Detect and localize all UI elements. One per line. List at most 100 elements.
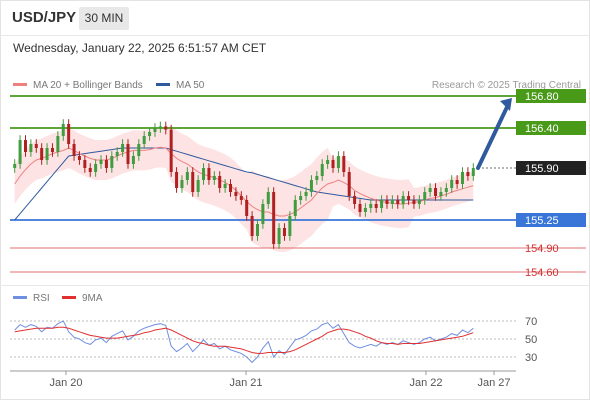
ma50-swatch-icon bbox=[156, 82, 170, 86]
candle-body bbox=[255, 224, 259, 236]
candle-body bbox=[40, 148, 44, 160]
rsi-tick-label: 70 bbox=[525, 316, 537, 328]
candle-body bbox=[250, 216, 254, 236]
candle-body bbox=[239, 196, 243, 200]
timeframe-badge[interactable]: 30 MIN bbox=[79, 7, 129, 30]
candle-body bbox=[407, 196, 411, 200]
ma20-swatch-icon bbox=[13, 82, 27, 86]
rsi-tick-label: 50 bbox=[525, 334, 537, 346]
candle-body bbox=[148, 132, 152, 136]
legend-ma50-label: MA 50 bbox=[176, 80, 205, 91]
candle-body bbox=[202, 168, 206, 180]
candle-body bbox=[137, 144, 141, 156]
level-tag-resistance bbox=[516, 121, 586, 135]
candle-body bbox=[466, 172, 470, 176]
legend-ma50: MA 50 bbox=[156, 80, 204, 91]
projection-arrowhead-icon bbox=[500, 98, 512, 111]
candle-body bbox=[126, 144, 130, 164]
candle-body bbox=[272, 192, 276, 244]
candle-body bbox=[131, 156, 135, 164]
candle-body bbox=[423, 192, 427, 200]
candle-body bbox=[56, 136, 60, 152]
rsi-line bbox=[14, 320, 474, 364]
candle-body bbox=[261, 204, 265, 224]
candle-body bbox=[88, 168, 92, 172]
candle-body bbox=[207, 168, 211, 180]
candle-body bbox=[347, 172, 351, 196]
rsi-ma-swatch-icon bbox=[62, 295, 76, 299]
candle-body bbox=[83, 160, 87, 168]
candle-body bbox=[342, 156, 346, 172]
candle-body bbox=[320, 164, 324, 176]
candle-body bbox=[385, 200, 389, 204]
candle-body bbox=[455, 180, 459, 184]
candle-body bbox=[72, 144, 76, 156]
x-tick-label: Jan 20 bbox=[49, 377, 82, 389]
x-tick-label: Jan 27 bbox=[477, 377, 510, 389]
candle-body bbox=[61, 124, 65, 136]
candle-body bbox=[282, 228, 286, 236]
candles bbox=[13, 119, 475, 249]
projection-arrow bbox=[476, 103, 510, 170]
bollinger-band-area bbox=[14, 125, 474, 252]
candle-body bbox=[110, 156, 114, 168]
currency-pair-title: USD/JPY bbox=[12, 9, 77, 26]
copyright-text: Research © 2025 Trading Central bbox=[431, 80, 581, 91]
candle-body bbox=[293, 200, 297, 216]
candle-body bbox=[401, 196, 405, 204]
x-tick-label: Jan 21 bbox=[229, 377, 262, 389]
candle-body bbox=[315, 176, 319, 180]
level-tag-resistance bbox=[516, 89, 586, 103]
candle-body bbox=[380, 200, 384, 208]
candle-body bbox=[67, 124, 71, 144]
rsi-ma-line bbox=[14, 326, 474, 354]
legend-ma20: MA 20 + Bollinger Bands bbox=[13, 80, 143, 91]
rsi-swatch-icon bbox=[13, 295, 27, 299]
rsi-tick-label: 30 bbox=[525, 352, 537, 364]
candle-body bbox=[374, 204, 378, 208]
candle-body bbox=[45, 148, 49, 160]
candle-body bbox=[164, 126, 168, 130]
chart-header: USD/JPY 30 MIN bbox=[0, 0, 590, 36]
candle-body bbox=[185, 172, 189, 180]
candle-body bbox=[23, 140, 27, 152]
candle-body bbox=[412, 200, 416, 204]
candle-body bbox=[450, 180, 454, 188]
candle-body bbox=[212, 176, 216, 180]
candle-body bbox=[428, 188, 432, 192]
candle-body bbox=[439, 192, 443, 196]
candle-body bbox=[245, 200, 249, 216]
candle-body bbox=[50, 148, 54, 152]
level-label-resistance: 156.80 bbox=[525, 91, 559, 103]
price-levels: 156.80 156.40 155.90 155.25 154.90 154.60 bbox=[10, 89, 586, 279]
candle-body bbox=[18, 140, 22, 164]
candle-body bbox=[13, 164, 17, 168]
candle-body bbox=[363, 208, 367, 212]
candle-body bbox=[158, 126, 162, 128]
candle-body bbox=[121, 144, 125, 152]
candle-body bbox=[299, 196, 303, 200]
candle-body bbox=[196, 180, 200, 192]
candle-body bbox=[223, 184, 227, 188]
candle-body bbox=[175, 172, 179, 188]
candle-body bbox=[434, 188, 438, 196]
candle-body bbox=[288, 216, 292, 236]
candle-body bbox=[104, 160, 108, 168]
candle-body bbox=[234, 192, 238, 196]
candle-body bbox=[358, 204, 362, 212]
last-price-tag bbox=[516, 161, 586, 175]
legend-ma20-label: MA 20 + Bollinger Bands bbox=[33, 80, 143, 91]
candle-body bbox=[326, 160, 330, 164]
candle-body bbox=[29, 144, 33, 152]
candle-body bbox=[309, 180, 313, 192]
level-label-pivot: 155.25 bbox=[525, 215, 559, 227]
header-divider bbox=[0, 35, 590, 36]
candle-body bbox=[218, 176, 222, 188]
candle-body bbox=[266, 192, 270, 204]
rsi-panel: 70 50 30 bbox=[10, 316, 537, 364]
legend-rsi-ma: 9MA bbox=[62, 293, 103, 304]
level-tag-pivot bbox=[516, 213, 586, 227]
chart-datetime: Wednesday, January 22, 2025 6:51:57 AM C… bbox=[13, 41, 267, 55]
candle-body bbox=[369, 204, 373, 208]
